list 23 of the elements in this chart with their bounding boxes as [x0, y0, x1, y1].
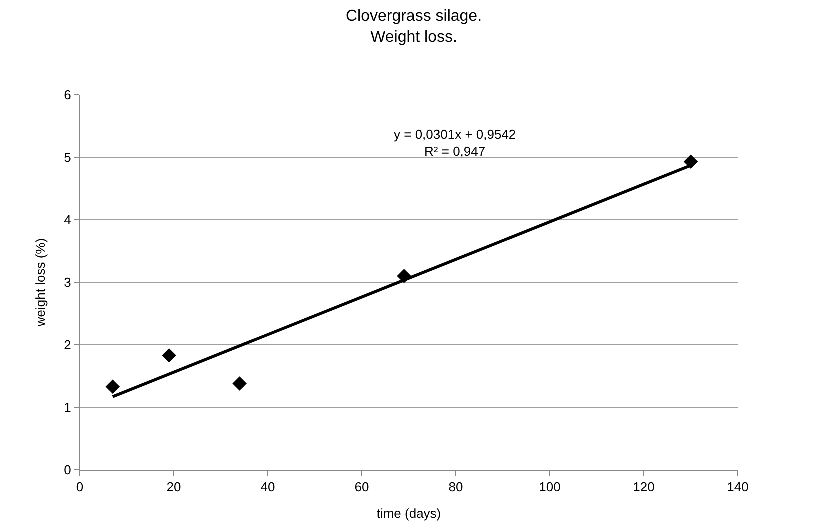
y-tick-label: 4	[64, 212, 72, 228]
point	[232, 376, 247, 391]
x-tick-label: 40	[260, 480, 276, 495]
x-axis-title: time (days)	[376, 506, 442, 522]
point	[684, 154, 698, 170]
point	[162, 348, 176, 363]
y-tick-label: 0	[64, 462, 72, 478]
x-tick-label: 0	[76, 480, 84, 495]
y-tick-label: 6	[64, 88, 72, 103]
point	[106, 380, 120, 394]
y-tick-label: 1	[64, 400, 72, 416]
y-axis-title: weight loss (%)	[33, 238, 48, 328]
x-tick-label: 80	[448, 480, 464, 495]
x-tick-label: 140	[727, 480, 749, 495]
chart-title: Clovergrass silage. Weight loss.	[346, 8, 482, 46]
y-tick-label: 2	[64, 338, 72, 353]
annotation: y = 0,0301x + 0,9542 R² = 0,947	[394, 127, 516, 159]
x-tick-label: 120	[633, 480, 655, 495]
x-tick-label: 20	[166, 480, 182, 495]
x-tick-label: 60	[354, 480, 370, 495]
x-tick-label: 100	[539, 480, 561, 495]
y-tick-label: 3	[64, 275, 72, 290]
y-tick-label: 5	[64, 150, 72, 166]
